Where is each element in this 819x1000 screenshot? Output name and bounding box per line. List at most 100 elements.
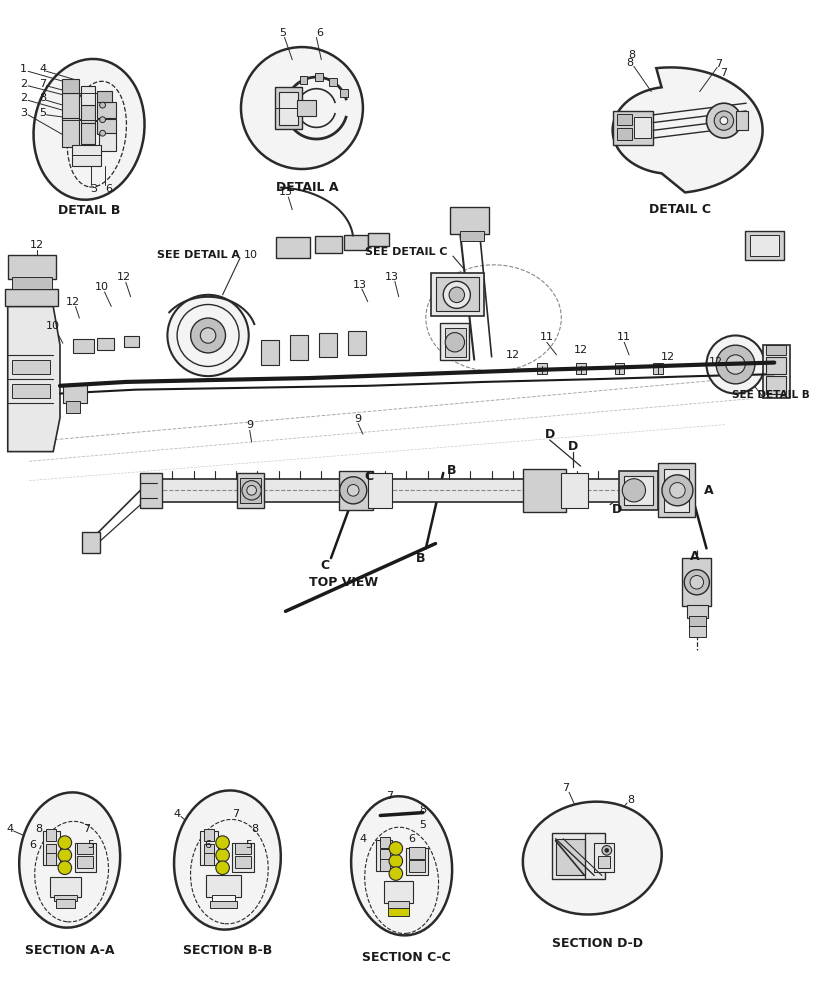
Text: C: C (364, 470, 373, 483)
Text: 7: 7 (561, 783, 568, 793)
Text: 7: 7 (84, 824, 91, 834)
Bar (97, 91, 112, 102)
Bar (5, 289, 58, 306)
Ellipse shape (388, 854, 402, 868)
Bar (290, 335, 307, 360)
Bar (73, 339, 93, 353)
Circle shape (241, 47, 363, 169)
Circle shape (339, 477, 366, 504)
Circle shape (604, 848, 608, 852)
Ellipse shape (58, 848, 71, 862)
Text: 9: 9 (246, 420, 253, 430)
Bar (384, 881, 413, 903)
Text: SECTION B-B: SECTION B-B (183, 944, 272, 957)
Bar (204, 844, 214, 855)
Bar (681, 558, 710, 606)
Text: D: D (544, 428, 554, 441)
Circle shape (177, 305, 239, 366)
Text: 13: 13 (353, 280, 367, 290)
Text: 2: 2 (20, 93, 27, 103)
Text: 8: 8 (251, 824, 258, 834)
Text: 5: 5 (88, 840, 94, 850)
Text: 8: 8 (35, 824, 43, 834)
Text: SEE DETAIL A: SEE DETAIL A (156, 250, 239, 260)
Ellipse shape (351, 796, 451, 935)
Circle shape (706, 335, 763, 394)
Bar (522, 469, 565, 512)
Bar (11, 384, 50, 398)
Bar (63, 384, 87, 403)
Bar (762, 345, 789, 398)
Bar (314, 236, 342, 253)
Text: SECTION D-D: SECTION D-D (551, 937, 642, 950)
Ellipse shape (523, 802, 661, 915)
Bar (81, 123, 95, 144)
Bar (735, 111, 747, 130)
Ellipse shape (34, 59, 144, 200)
Text: SEE DETAIL B: SEE DETAIL B (731, 390, 808, 400)
Bar (554, 839, 584, 875)
Text: 11: 11 (617, 332, 631, 342)
Text: 12: 12 (708, 357, 722, 367)
Text: 4: 4 (359, 834, 366, 844)
Text: SECTION C-C: SECTION C-C (362, 951, 450, 964)
Bar (623, 476, 653, 505)
Bar (686, 605, 708, 618)
Circle shape (445, 333, 464, 352)
Bar (47, 853, 56, 865)
Bar (617, 114, 631, 125)
Ellipse shape (58, 836, 71, 849)
Bar (459, 231, 483, 241)
Text: 12: 12 (573, 345, 587, 355)
Ellipse shape (388, 867, 402, 880)
Bar (536, 363, 546, 374)
Circle shape (191, 318, 225, 353)
Ellipse shape (388, 842, 402, 855)
Text: 10: 10 (243, 250, 257, 260)
Text: B: B (416, 552, 425, 565)
Text: TOP VIEW: TOP VIEW (309, 576, 378, 589)
Bar (71, 145, 101, 166)
Bar (278, 92, 298, 125)
Bar (440, 323, 468, 360)
Bar (81, 86, 95, 105)
Text: D: D (612, 503, 622, 516)
Bar (329, 78, 337, 86)
Ellipse shape (215, 848, 229, 862)
Bar (97, 338, 114, 350)
Bar (82, 532, 100, 553)
Bar (47, 829, 56, 841)
Circle shape (725, 355, 744, 374)
Bar (551, 833, 604, 879)
Ellipse shape (215, 836, 229, 849)
Text: 5: 5 (39, 108, 46, 118)
Bar (62, 118, 79, 147)
Text: 6: 6 (315, 28, 323, 38)
Bar (314, 73, 322, 81)
Bar (11, 360, 50, 374)
Bar (575, 363, 585, 374)
Bar (380, 859, 390, 871)
Bar (210, 901, 237, 908)
Bar (232, 843, 253, 872)
Bar (211, 895, 235, 903)
Text: 13: 13 (384, 272, 399, 282)
Bar (435, 277, 478, 311)
Text: 12: 12 (29, 240, 43, 250)
Bar (597, 856, 609, 868)
Circle shape (706, 103, 740, 138)
Bar (339, 89, 347, 97)
Text: DETAIL B: DETAIL B (58, 204, 120, 217)
Circle shape (247, 485, 256, 495)
Text: DETAIL A: DETAIL A (275, 181, 337, 194)
Bar (376, 840, 391, 871)
Bar (77, 843, 93, 854)
Text: 6: 6 (105, 184, 111, 194)
Text: 8: 8 (419, 805, 426, 815)
Bar (206, 875, 241, 897)
Bar (633, 117, 650, 138)
Circle shape (242, 481, 261, 500)
Bar (348, 331, 365, 355)
Circle shape (100, 130, 106, 136)
Bar (561, 473, 588, 508)
